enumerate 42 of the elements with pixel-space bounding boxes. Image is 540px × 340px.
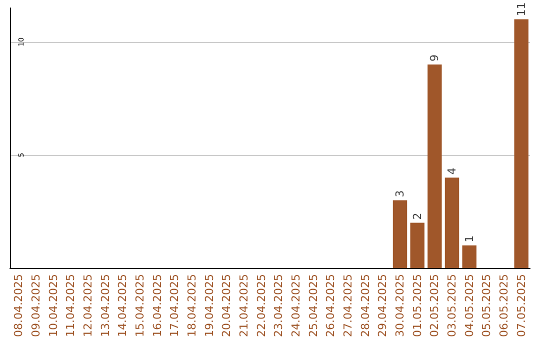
x-tick-label: 04.05.2025	[462, 274, 476, 338]
x-tick-label: 24.04.2025	[290, 274, 302, 338]
data-label: 4	[446, 168, 458, 175]
x-tick-label: 08.04.2025	[12, 274, 26, 338]
x-tick-label: 13.04.2025	[98, 274, 112, 338]
data-label: 11	[514, 2, 528, 16]
x-tick-label: 23.04.2025	[272, 274, 286, 338]
data-label: 3	[394, 190, 406, 198]
x-tick-label: 25.04.2025	[306, 274, 320, 338]
x-tick-label: 12.04.2025	[82, 274, 94, 338]
x-tick-label: 30.04.2025	[394, 274, 406, 338]
x-tick-label: 19.04.2025	[202, 274, 216, 338]
x-tick-label: 10.04.2025	[46, 274, 60, 338]
x-tick-label: 29.04.2025	[376, 274, 390, 338]
x-tick-label: 26.04.2025	[324, 274, 338, 338]
bar	[410, 222, 424, 268]
bar	[444, 178, 460, 268]
bar	[428, 64, 442, 268]
x-tick-label: 01.05.2025	[410, 274, 424, 338]
x-tick-label: 14.04.2025	[116, 274, 130, 338]
data-label: 1	[462, 235, 476, 242]
x-tick-label: 09.04.2025	[30, 274, 42, 338]
x-tick-label: 22.04.2025	[254, 274, 268, 338]
bar	[514, 19, 528, 268]
bar	[462, 245, 476, 268]
x-tick-label: 18.04.2025	[186, 274, 198, 338]
x-tick-label: 16.04.2025	[150, 274, 164, 338]
data-label: 9	[428, 54, 442, 62]
x-tick-label: 03.05.2025	[446, 274, 458, 338]
x-tick-label: 17.04.2025	[168, 274, 182, 338]
x-tick-label: 20.04.2025	[220, 274, 234, 338]
x-tick-label: 02.05.2025	[428, 274, 442, 338]
x-tick-label: 21.04.2025	[238, 274, 250, 338]
x-tick-label: 05.05.2025	[480, 274, 494, 338]
data-label: 2	[410, 212, 424, 220]
bar	[392, 200, 408, 268]
x-tick-label: 07.05.2025	[514, 274, 528, 338]
x-tick-label: 28.04.2025	[358, 274, 372, 338]
x-tick-label: 27.04.2025	[342, 274, 354, 338]
x-tick-label: 11.04.2025	[64, 274, 78, 338]
x-tick-label: 06.05.2025	[498, 274, 510, 338]
x-tick-label: 15.04.2025	[134, 274, 146, 338]
